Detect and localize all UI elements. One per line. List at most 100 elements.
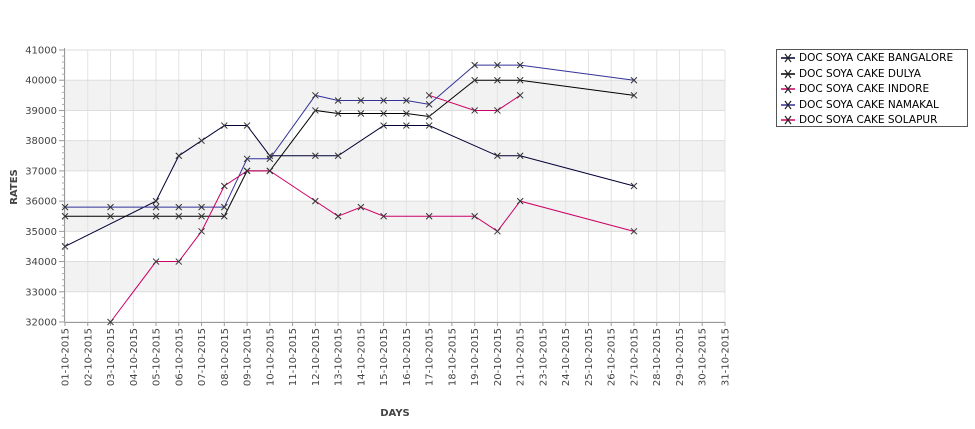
series-line <box>65 79 635 217</box>
data-point-marker <box>494 76 501 84</box>
legend-item: DOC SOYA CAKE BANGALORE <box>781 51 967 67</box>
x-tick-label: 04-10-2015 <box>129 328 140 386</box>
x-tick-label: 24-10-2015 <box>561 328 572 386</box>
legend-swatch-icon <box>781 52 795 64</box>
legend-swatch-icon <box>781 68 795 80</box>
data-point-marker <box>243 155 251 163</box>
x-tick-label: 05-10-2015 <box>152 328 163 386</box>
data-point-marker <box>220 122 228 129</box>
data-point-marker <box>425 91 433 99</box>
legend-item: DOC SOYA CAKE DULYA <box>781 67 967 83</box>
data-point-marker <box>266 167 274 175</box>
data-point-marker <box>152 197 160 205</box>
data-point-marker <box>425 101 433 108</box>
data-point-marker <box>107 203 114 211</box>
y-tick-label: 35000 <box>25 227 57 238</box>
x-tick-label: 31-10-2015 <box>721 328 732 386</box>
legend-label: DOC SOYA CAKE INDORE <box>799 83 930 96</box>
x-tick-label: 08-10-2015 <box>220 328 231 386</box>
data-point-marker <box>630 91 638 99</box>
y-tick-label: 33000 <box>25 287 57 298</box>
data-point-marker <box>152 212 160 220</box>
x-tick-label: 16-10-2015 <box>402 328 413 386</box>
x-tick-label: 10-10-2015 <box>265 328 276 386</box>
data-point-marker <box>630 227 638 235</box>
legend-item: DOC SOYA CAKE INDORE <box>781 82 967 98</box>
legend-item: DOC SOYA CAKE SOLAPUR <box>781 113 967 129</box>
x-tick-label: 02-10-2015 <box>83 328 94 386</box>
data-point-marker <box>494 227 501 235</box>
plot-band <box>65 80 725 111</box>
data-point-marker <box>380 212 387 220</box>
y-axis-label: RATES <box>9 169 20 205</box>
data-point-marker <box>516 76 524 84</box>
x-tick-label: 25-10-2015 <box>584 328 595 386</box>
data-point-marker <box>152 258 160 265</box>
x-tick-label: 26-10-2015 <box>607 328 618 386</box>
legend-label: DOC SOYA CAKE SOLAPUR <box>799 114 938 127</box>
data-point-marker <box>175 212 183 220</box>
data-point-marker <box>357 97 365 104</box>
data-point-marker <box>243 122 251 129</box>
y-tick-label: 37000 <box>25 166 57 177</box>
data-point-marker <box>380 122 387 129</box>
x-tick-label: 07-10-2015 <box>197 328 208 386</box>
x-tick-label: 17-10-2015 <box>425 328 436 386</box>
data-point-marker <box>357 203 365 211</box>
x-tick-label: 28-10-2015 <box>652 328 663 386</box>
y-tick-label: 39000 <box>25 106 57 117</box>
data-point-marker <box>198 212 205 220</box>
x-tick-label: 06-10-2015 <box>174 328 185 386</box>
data-point-marker <box>516 61 524 69</box>
y-tick-label: 32000 <box>25 318 57 329</box>
axes <box>64 48 725 323</box>
series-group <box>61 122 638 250</box>
data-point-marker <box>266 152 274 160</box>
data-point-marker <box>516 91 524 99</box>
data-point-marker <box>61 212 69 220</box>
legend-label: DOC SOYA CAKE BANGALORE <box>799 52 954 64</box>
data-point-marker <box>471 61 479 69</box>
data-point-marker <box>403 122 410 129</box>
x-tick-label: 19-10-2015 <box>470 328 481 386</box>
x-tick-label: 03-10-2015 <box>106 328 117 386</box>
data-point-marker <box>311 152 319 160</box>
data-point-marker <box>334 97 342 104</box>
legend-label: DOC SOYA CAKE NAMAKAL <box>799 98 939 111</box>
data-point-marker <box>107 212 114 220</box>
x-tick-label: 13-10-2015 <box>334 328 345 386</box>
data-point-marker <box>198 227 205 235</box>
y-tick-label: 40000 <box>25 76 57 87</box>
x-tick-label: 21-10-2015 <box>516 328 527 386</box>
data-point-marker <box>516 197 524 205</box>
data-point-marker <box>311 107 319 114</box>
y-tick-label: 34000 <box>25 257 57 268</box>
legend-swatch-icon <box>781 114 795 126</box>
data-point-marker <box>494 152 501 160</box>
x-axis-label: DAYS <box>380 408 410 419</box>
x-tick-label: 14-10-2015 <box>356 328 367 386</box>
data-point-marker <box>516 152 524 160</box>
data-point-marker <box>425 122 433 129</box>
plot-band <box>65 261 725 292</box>
data-point-marker <box>107 318 114 326</box>
data-point-marker <box>630 182 638 190</box>
x-tick-label: 11-10-2015 <box>288 328 299 386</box>
data-point-marker <box>334 110 342 117</box>
x-tick-label: 20-10-2015 <box>493 328 504 386</box>
series-group <box>425 91 524 114</box>
legend-swatch-icon <box>781 99 795 111</box>
data-point-marker <box>61 243 69 250</box>
data-point-marker <box>334 152 342 160</box>
y-tick-label: 38000 <box>25 136 57 147</box>
series-group <box>107 167 638 326</box>
x-tick-label: 09-10-2015 <box>243 328 254 386</box>
data-point-marker <box>175 258 183 265</box>
y-tick-label: 36000 <box>25 197 57 208</box>
x-tick-label: 27-10-2015 <box>629 328 640 386</box>
data-point-marker <box>311 91 319 99</box>
data-point-marker <box>152 203 160 211</box>
data-point-marker <box>175 203 183 211</box>
data-point-marker <box>380 97 387 104</box>
data-point-marker <box>220 203 228 211</box>
